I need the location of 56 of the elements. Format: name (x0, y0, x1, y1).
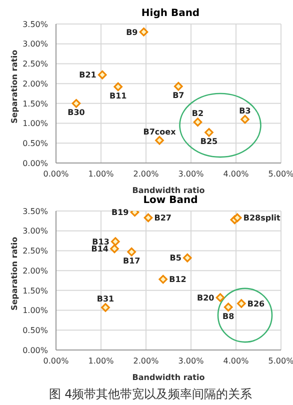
x-tick-label: 1.00% (88, 170, 114, 179)
y-tick-label: 3.00% (22, 226, 48, 236)
x-tick-label: 4.00% (223, 356, 250, 366)
y-tick-label: 2.00% (22, 266, 48, 276)
y-axis-title: Separation ratio (10, 49, 19, 124)
annotation: B2 (192, 109, 204, 118)
x-axis-title: Bandwidth ratio (132, 373, 206, 382)
y-axis-title: Separation ratio (10, 236, 19, 310)
chart-title: High Band (140, 8, 201, 20)
annotation: B8 (222, 312, 235, 321)
y-tick-label: 3.50% (22, 20, 48, 29)
x-tick-label: 1.00% (88, 356, 114, 366)
x-tick-label: 5.00% (268, 170, 293, 179)
y-tick-label: 1.00% (22, 306, 48, 316)
caption: 图 4频带其他带宽以及频率间隔的关系 (48, 386, 254, 403)
annotation: B21 (79, 70, 97, 80)
x-axis-title: Bandwidth ratio (132, 186, 206, 195)
y-tick-label: 3.50% (22, 206, 48, 216)
y-tick-label: 3.00% (22, 40, 48, 49)
annotation: B7 (172, 91, 184, 100)
annotation: B9 (126, 28, 138, 37)
annotation: B12 (169, 275, 186, 284)
annotation: B13 (92, 237, 110, 246)
annotation: B7coex (143, 127, 177, 136)
y-tick-label: 2.50% (22, 60, 48, 69)
x-tick-label: 4.00% (223, 170, 250, 179)
y-tick-label: 0.50% (22, 326, 48, 335)
chart-title: Low Band (142, 195, 199, 207)
annotation: B30 (68, 108, 86, 118)
y-tick-label: 2.00% (22, 79, 48, 88)
annotation: B27 (154, 214, 172, 223)
x-tick-label: 3.00% (178, 356, 204, 366)
annotation: B5 (170, 254, 182, 263)
x-tick-label: 2.00% (133, 170, 160, 179)
y-tick-label: 0.00% (22, 346, 48, 355)
annotation: B11 (109, 91, 128, 100)
x-tick-label: 2.00% (133, 356, 160, 366)
annotation: B31 (96, 294, 115, 304)
annotation: B28split (243, 214, 281, 223)
annotation: B14 (91, 244, 109, 254)
y-tick-label: 0.00% (22, 158, 48, 168)
x-tick-label: 3.00% (178, 170, 204, 179)
y-tick-label: 2.50% (22, 246, 48, 256)
annotation: B20 (197, 293, 215, 302)
annotation: B26 (247, 299, 266, 308)
annotation: B17 (122, 256, 140, 266)
y-tick-label: 1.00% (22, 119, 48, 128)
x-tick-label: 0.00% (43, 170, 70, 179)
x-tick-label: 0.00% (43, 356, 70, 366)
y-tick-label: 0.50% (22, 138, 48, 148)
annotation: B25 (200, 137, 218, 146)
x-tick-label: 5.00% (268, 356, 293, 366)
y-tick-label: 1.50% (22, 286, 48, 296)
annotation: B19 (112, 208, 130, 218)
annotation: B3 (239, 106, 251, 116)
y-tick-label: 1.50% (22, 99, 48, 108)
